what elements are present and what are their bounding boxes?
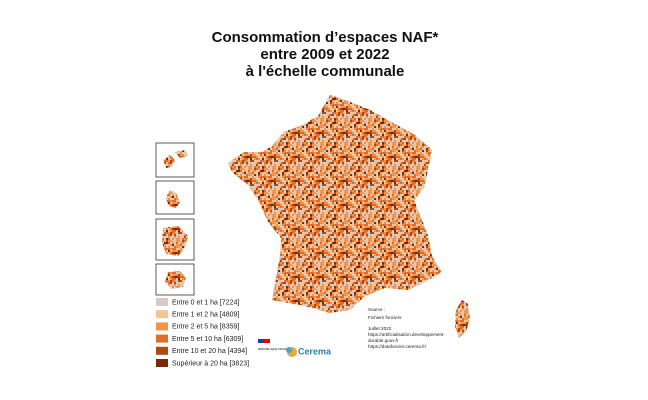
legend-swatch [156,334,168,343]
legend-swatch [156,346,168,355]
guadeloupe-map [163,150,188,168]
legend-label: Entre 2 et 5 ha [8359] [172,324,239,331]
source-line: Fichiers fonciers [368,315,402,320]
legend-swatch [156,310,168,319]
republic-flag [258,339,264,343]
martinique-map [166,190,180,208]
inset-frame [155,218,195,261]
title-line: Consommation d’espaces NAF* [212,29,439,46]
legend-swatch [156,359,168,367]
guyane-map [162,226,188,256]
legend-label: Entre 5 et 10 ha [6309] [172,336,243,343]
republic-label: RÉPUBLIQUE FRANÇAISE [258,346,295,351]
corsica-map [455,300,470,338]
legend-swatch [156,298,168,306]
legend-label: Entre 1 et 2 ha [4809] [172,312,239,319]
inset-frame [155,180,195,215]
mainland-map [228,95,442,313]
cerema-label: Cerema [298,346,332,356]
inset-frame [155,263,195,296]
legend-label: Supérieur à 20 ha [3823] [172,360,249,367]
reunion-map [165,271,186,289]
cerema-logo [286,347,292,353]
source-line: https://datafoncier.cerema.fr/ [368,344,427,349]
source-line: durable.gouv.fr [368,338,399,343]
legend-label: Entre 0 et 1 ha [7224] [172,299,239,306]
legend-label: Entre 10 et 20 ha [4394] [172,348,247,355]
legend-swatch [156,322,168,331]
source-line: Source : [368,307,385,312]
legend: Entre 0 et 1 ha [7224] Entre 1 et 2 ha [4… [156,298,249,367]
source-line: Juillet 2023 [368,326,392,331]
source-line: https://artificialisation.developpement- [368,332,445,337]
title-line: entre 2009 et 2022 [260,46,389,63]
title-line: à l'échelle communale [246,63,405,80]
republic-flag [264,339,270,343]
inset-frame [155,142,195,178]
